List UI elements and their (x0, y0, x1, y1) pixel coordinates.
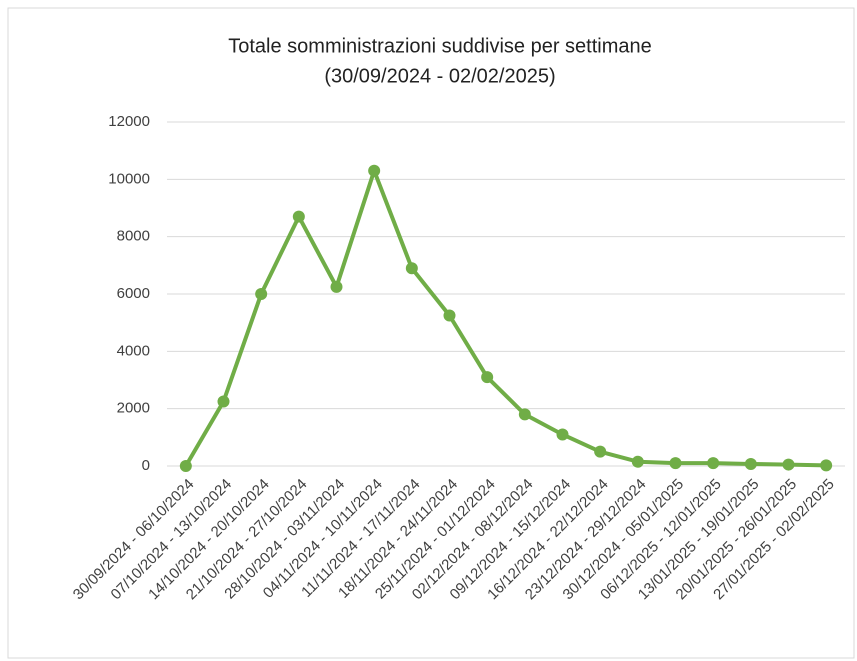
marker (744, 457, 757, 470)
marker (669, 457, 682, 470)
marker (368, 164, 381, 177)
marker (405, 262, 418, 275)
marker (556, 428, 569, 441)
chart-border (7, 7, 855, 659)
marker (820, 459, 833, 472)
y-tick-label: 4000 (117, 342, 150, 359)
marker (631, 455, 644, 468)
marker (179, 460, 192, 472)
marker (255, 288, 268, 300)
marker (292, 210, 305, 223)
y-tick-label: 12000 (108, 113, 150, 130)
line (184, 168, 827, 468)
marker (594, 445, 607, 458)
y-tick-label: 8000 (117, 228, 150, 245)
marker (707, 457, 720, 470)
marker (330, 280, 343, 293)
marker (217, 395, 230, 408)
y-tick-label: 2000 (117, 400, 150, 417)
marker (443, 309, 456, 322)
y-tick-label: 10000 (108, 170, 150, 187)
marker (782, 458, 795, 471)
y-tick-label: 6000 (117, 285, 150, 302)
chart-title: Totale somministrazioni suddivise per se… (228, 35, 652, 57)
marker (518, 408, 531, 421)
chart-subtitle: (30/09/2024 - 02/02/2025) (324, 65, 555, 87)
y-tick-label: 0 (142, 457, 150, 474)
marker (481, 371, 494, 384)
